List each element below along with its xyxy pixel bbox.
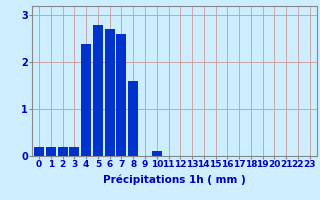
Bar <box>105 29 115 156</box>
Bar <box>58 147 68 156</box>
Bar <box>93 25 103 156</box>
Bar <box>81 44 91 156</box>
X-axis label: Précipitations 1h ( mm ): Précipitations 1h ( mm ) <box>103 175 246 185</box>
Bar <box>152 151 162 156</box>
Bar <box>34 147 44 156</box>
Bar <box>69 147 79 156</box>
Bar <box>46 147 56 156</box>
Bar <box>116 34 126 156</box>
Bar <box>128 81 138 156</box>
